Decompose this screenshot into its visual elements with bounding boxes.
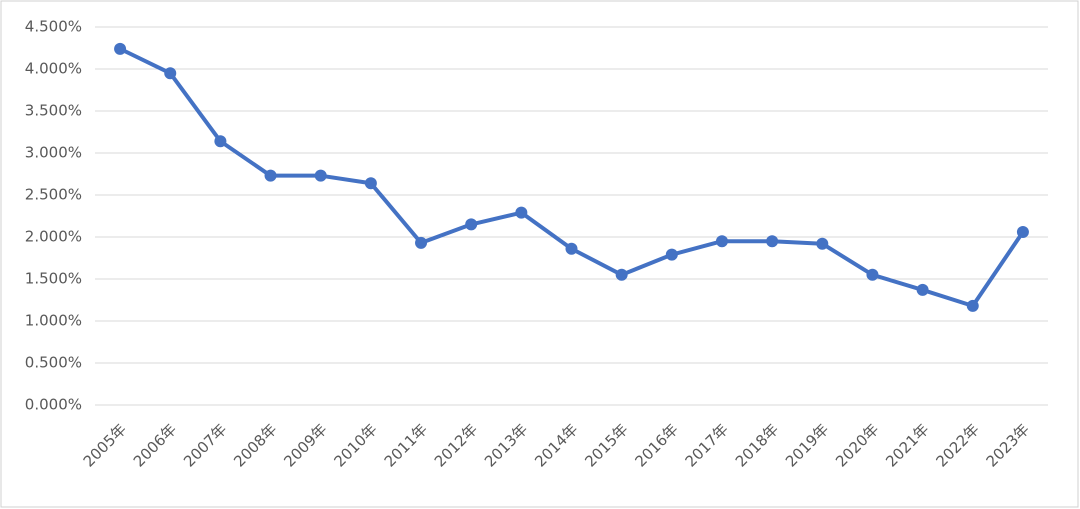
marker [916, 283, 929, 296]
y-tick-label: 0.500% [25, 354, 82, 372]
marker [1016, 225, 1029, 238]
marker [966, 299, 979, 312]
marker [816, 237, 829, 250]
marker [866, 268, 879, 281]
marker [214, 135, 227, 148]
y-tick-label: 1.500% [25, 270, 82, 288]
marker [665, 248, 678, 261]
marker [465, 218, 478, 231]
marker [364, 177, 377, 190]
marker [715, 235, 728, 248]
marker [314, 169, 327, 182]
marker [515, 206, 528, 219]
y-tick-label: 4.500% [25, 18, 82, 36]
marker [415, 236, 428, 249]
marker [615, 268, 628, 281]
marker [164, 67, 177, 80]
marker [264, 169, 277, 182]
marker [114, 42, 127, 55]
y-tick-label: 1.000% [25, 312, 82, 330]
y-tick-label: 2.500% [25, 186, 82, 204]
y-tick-label: 3.500% [25, 102, 82, 120]
y-tick-label: 2.000% [25, 228, 82, 246]
marker [565, 242, 578, 255]
marker [766, 235, 779, 248]
y-tick-label: 3.000% [25, 144, 82, 162]
y-tick-label: 0.000% [25, 396, 82, 414]
y-tick-label: 4.000% [25, 60, 82, 78]
